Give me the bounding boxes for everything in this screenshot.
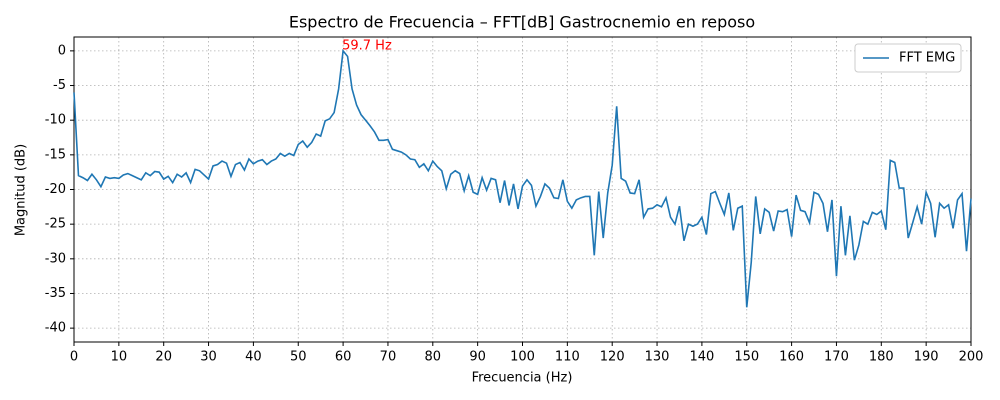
x-tick-label: 140 bbox=[689, 350, 714, 365]
y-tick-label: -20 bbox=[45, 182, 66, 197]
x-tick-label: 150 bbox=[734, 350, 759, 365]
x-tick-label: 50 bbox=[290, 350, 307, 365]
y-tick-label: -35 bbox=[45, 286, 66, 301]
x-tick-label: 20 bbox=[155, 350, 172, 365]
x-tick-label: 110 bbox=[555, 350, 580, 365]
y-tick-label: -15 bbox=[45, 147, 66, 162]
y-tick-label: 0 bbox=[58, 43, 66, 58]
x-tick-label: 170 bbox=[824, 350, 849, 365]
legend-box bbox=[854, 43, 962, 73]
legend-label: FFT EMG bbox=[899, 51, 955, 66]
data-line bbox=[73, 48, 972, 308]
x-tick-label: 40 bbox=[245, 350, 262, 365]
x-tick-label: 80 bbox=[425, 350, 442, 365]
x-tick-label: 180 bbox=[869, 350, 894, 365]
y-tick-label: -25 bbox=[45, 217, 66, 232]
chart-title: Espectro de Frecuencia – FFT[dB] Gastroc… bbox=[289, 13, 755, 32]
x-tick-label: 0 bbox=[70, 350, 78, 365]
x-tick-label: 190 bbox=[914, 350, 939, 365]
y-tick-label: -10 bbox=[45, 113, 66, 128]
x-tick-label: 10 bbox=[111, 350, 128, 365]
x-tick-label: 100 bbox=[510, 350, 535, 365]
x-tick-label: 160 bbox=[779, 350, 804, 365]
y-axis-label: Magnitud (dB) bbox=[14, 144, 29, 236]
y-tick-label: -30 bbox=[45, 251, 66, 266]
x-axis-label: Frecuencia (Hz) bbox=[472, 371, 573, 386]
x-tick-label: 30 bbox=[200, 350, 217, 365]
x-tick-label: 90 bbox=[469, 350, 486, 365]
x-tick-label: 60 bbox=[335, 350, 352, 365]
x-tick-label: 200 bbox=[959, 350, 984, 365]
y-tick-label: -40 bbox=[45, 321, 66, 336]
x-tick-label: 70 bbox=[380, 350, 397, 365]
x-tick-label: 130 bbox=[645, 350, 670, 365]
peak-annotation: 59.7 Hz bbox=[342, 38, 392, 53]
x-tick-label: 120 bbox=[600, 350, 625, 365]
y-tick-label: -5 bbox=[53, 78, 66, 93]
plot-frame bbox=[73, 36, 972, 343]
